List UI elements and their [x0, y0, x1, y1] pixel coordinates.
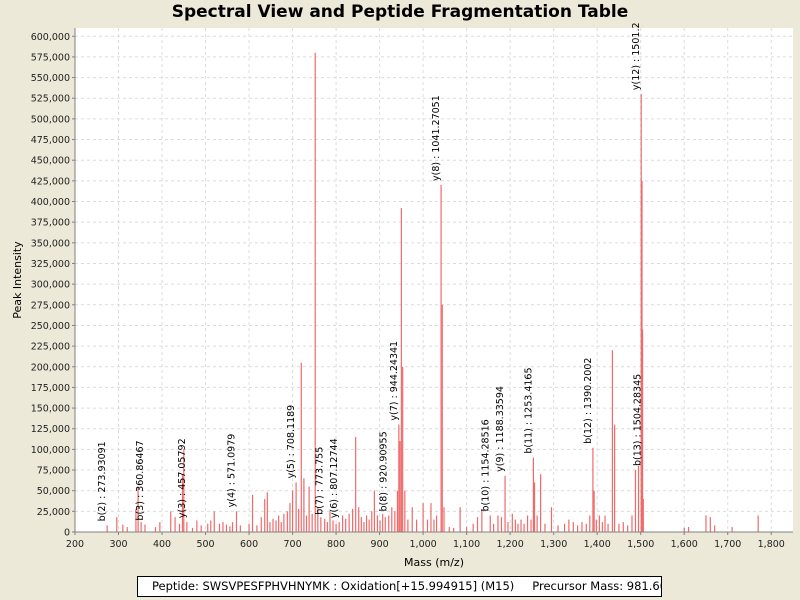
peak-annotation: b(12) : 1390.2002: [583, 358, 594, 444]
y-tick-label: 75,000: [37, 466, 70, 477]
x-axis-title: Mass (m/z): [404, 556, 464, 569]
peak-annotation: b(8) : 920.90955: [379, 431, 390, 511]
y-tick-label: 250,000: [31, 321, 70, 332]
y-tick-label: 175,000: [31, 383, 70, 394]
x-tick-label: 1,700: [714, 539, 741, 550]
peak-annotation: b(10) : 1154.28516: [480, 419, 491, 511]
x-tick-label: 900: [371, 539, 389, 550]
y-tick-label: 0: [64, 528, 70, 539]
y-tick-label: 575,000: [31, 52, 70, 63]
y-tick-label: 125,000: [31, 424, 70, 435]
x-tick-label: 1,100: [453, 539, 480, 550]
peak-annotation: b(2) : 273.93091: [97, 441, 108, 521]
precursor-mass-label: Precursor Mass: 981.6062: [532, 579, 661, 593]
peptide-label: Peptide: SWSVPESFPHVHNYMK : Oxidation[+1…: [152, 579, 515, 593]
peak-annotation: b(11) : 1253.4165: [523, 367, 534, 453]
x-tick-label: 1,000: [410, 539, 437, 550]
y-tick-label: 525,000: [31, 94, 70, 105]
x-tick-label: 1,600: [671, 539, 698, 550]
x-tick-label: 1,800: [758, 539, 785, 550]
y-tick-label: 325,000: [31, 259, 70, 270]
y-tick-label: 400,000: [31, 197, 70, 208]
x-tick-label: 1,400: [584, 539, 611, 550]
x-tick-label: 200: [66, 539, 84, 550]
y-axis-title: Peak Intensity: [11, 241, 24, 319]
peak-annotation: y(6) : 807.12744: [329, 438, 340, 518]
peak-annotation: y(8) : 1041.27051: [431, 95, 442, 181]
plot-area: [75, 28, 793, 532]
x-tick-label: 700: [284, 539, 302, 550]
y-tick-label: 200,000: [31, 362, 70, 373]
y-tick-label: 225,000: [31, 342, 70, 353]
y-tick-label: 100,000: [31, 445, 70, 456]
x-tick-label: 800: [327, 539, 345, 550]
peak-annotation: b(7) : 773.755: [315, 447, 326, 515]
y-tick-label: 150,000: [31, 404, 70, 415]
peak-annotation: y(3) : 457.05792: [177, 438, 188, 518]
y-tick-label: 25,000: [37, 507, 70, 518]
y-tick-label: 600,000: [31, 32, 70, 43]
y-tick-label: 500,000: [31, 114, 70, 125]
peak-annotation: y(7) : 944.24341: [389, 341, 400, 421]
y-tick-label: 275,000: [31, 300, 70, 311]
peak-annotation: y(12) : 1501.2: [631, 22, 642, 90]
y-tick-label: 550,000: [31, 73, 70, 84]
x-tick-label: 500: [196, 539, 214, 550]
peak-annotation: b(3) : 360.86467: [135, 440, 146, 520]
peak-annotation: b(13) : 1504.28345: [633, 374, 644, 466]
peak-annotation: y(5) : 708.1189: [286, 405, 297, 479]
x-tick-label: 400: [153, 539, 171, 550]
peptide-info-box: Peptide: SWSVPESFPHVHNYMK : Oxidation[+1…: [137, 576, 662, 597]
y-tick-label: 300,000: [31, 280, 70, 291]
peak-annotation: y(9) : 1188.33594: [495, 386, 506, 472]
chart-title: Spectral View and Peptide Fragmentation …: [171, 2, 629, 22]
x-tick-label: 600: [240, 539, 258, 550]
y-tick-label: 425,000: [31, 176, 70, 187]
y-tick-label: 450,000: [31, 156, 70, 167]
x-tick-label: 1,300: [540, 539, 567, 550]
y-tick-label: 350,000: [31, 238, 70, 249]
x-tick-label: 300: [109, 539, 127, 550]
peak-annotation: y(4) : 571.0979: [226, 434, 237, 508]
y-tick-label: 50,000: [37, 486, 70, 497]
x-tick-label: 1,500: [627, 539, 654, 550]
y-tick-label: 375,000: [31, 218, 70, 229]
spectrum-chart: 0 25,000 50,000 75,000 100,000 125,000 150,000…: [11, 22, 793, 569]
y-tick-label: 475,000: [31, 135, 70, 146]
x-tick-label: 1,200: [497, 539, 524, 550]
